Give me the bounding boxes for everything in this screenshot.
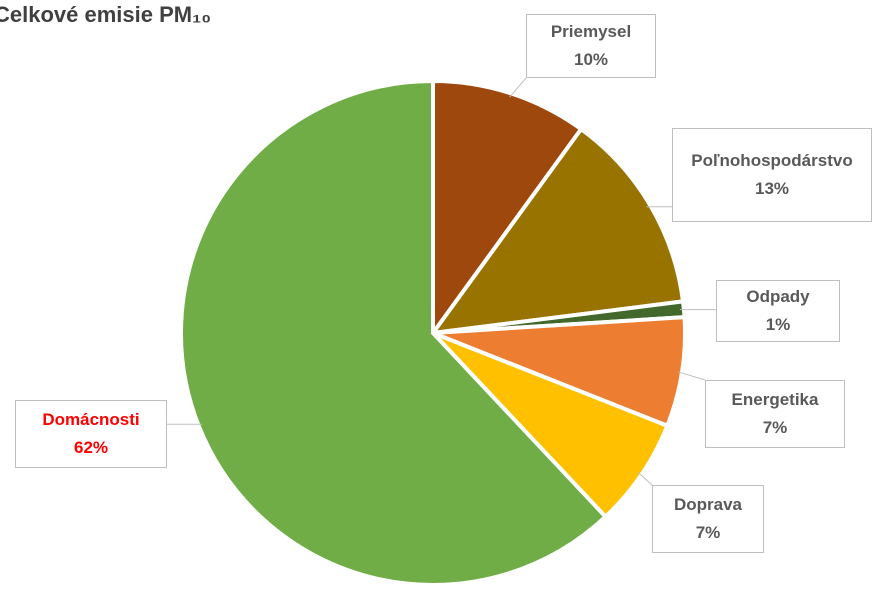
data-label: Domácnosti 62% <box>15 400 167 468</box>
data-label: Odpady 1% <box>716 280 840 342</box>
data-label: Energetika 7% <box>705 380 845 448</box>
leader-line <box>509 77 527 98</box>
label-value: 7% <box>762 418 788 437</box>
pie-slice <box>431 331 670 520</box>
label-name: Odpady <box>746 287 810 306</box>
label-value: 1% <box>765 315 791 334</box>
leader-line <box>677 371 706 381</box>
pie-slice <box>179 78 609 587</box>
pie-slice <box>432 315 687 429</box>
data-label: Doprava 7% <box>652 485 764 553</box>
pie-slice <box>431 78 584 340</box>
label-name: Poľnohospodárstvo <box>691 151 853 170</box>
label-name: Priemysel <box>550 22 632 41</box>
label-name: Doprava <box>673 495 743 514</box>
label-value: 10% <box>573 50 609 69</box>
leader-line <box>637 472 653 486</box>
data-label: Priemysel 10% <box>526 14 656 78</box>
data-label: Poľnohospodárstvo 13% <box>672 128 872 222</box>
label-value: 13% <box>754 179 790 198</box>
pie-slice <box>428 126 686 336</box>
label-value: 7% <box>695 523 721 542</box>
chart-title: Celkové emisie PM₁₀ <box>0 2 212 27</box>
label-name: Energetika <box>731 390 819 409</box>
label-name: Domácnosti <box>42 410 140 429</box>
label-value: 62% <box>73 438 109 457</box>
